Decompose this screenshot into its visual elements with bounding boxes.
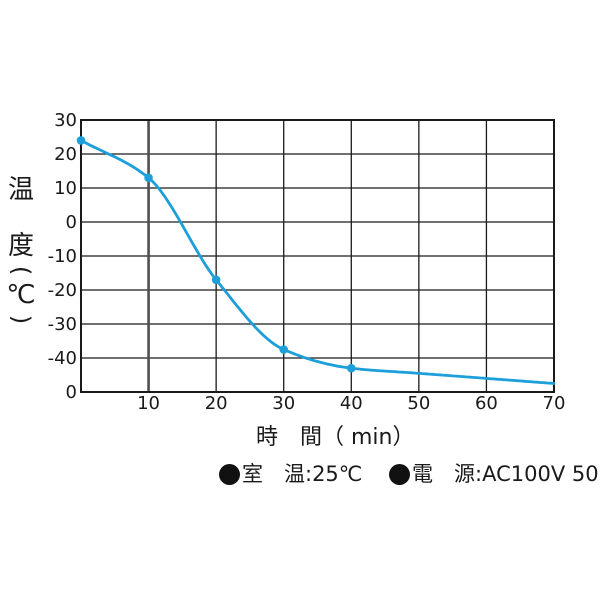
y-axis-title-unit: ℃ — [6, 280, 36, 310]
data-point-marker — [279, 345, 289, 354]
y-tick-label: -30 — [48, 314, 77, 335]
y-axis-title-char: 温 — [7, 175, 34, 205]
x-tick-label: 40 — [340, 393, 363, 414]
x-tick-label: 60 — [475, 393, 498, 414]
y-tick-label: 10 — [54, 178, 77, 199]
bullet-icon — [389, 463, 410, 485]
x-axis-title: 時 間（ min） — [256, 425, 415, 450]
y-tick-label: 30 — [54, 110, 77, 131]
temperature-curve — [79, 139, 556, 385]
y-axis-title-char: 度 — [7, 231, 34, 261]
footnote-text: 室 温:25℃ — [242, 462, 363, 486]
y-tick-label: 20 — [54, 144, 77, 165]
data-point-marker — [76, 136, 86, 145]
y-tick-label: -40 — [48, 348, 77, 369]
x-tick-label: 50 — [407, 393, 430, 414]
data-point-marker — [211, 275, 221, 285]
y-axis-title-open-paren: ( — [7, 265, 36, 276]
x-tick-label: 20 — [205, 393, 228, 414]
data-point-marker — [144, 173, 153, 183]
y-axis-title: 温 度 ( ℃ ) — [5, 176, 37, 330]
y-tick-label: -10 — [48, 246, 77, 267]
data-point-marker — [346, 363, 356, 373]
y-tick-label: 0 — [66, 212, 77, 233]
x-tick-label: 70 — [543, 393, 566, 414]
bullet-icon — [219, 463, 240, 485]
x-tick-label: 30 — [272, 393, 295, 414]
y-tick-label: 0 — [66, 382, 77, 403]
footnote-power-source: 電 源:AC100V 50Hz — [389, 462, 600, 486]
y-axis-title-close-paren: ) — [7, 314, 36, 325]
y-tick-label: -20 — [48, 280, 77, 301]
x-tick-label: 10 — [137, 393, 160, 414]
footnote-room-temperature: 室 温:25℃ — [219, 462, 362, 486]
plot-area-border — [80, 119, 555, 393]
footnote-text: 電 源:AC100V 50Hz — [412, 462, 600, 486]
